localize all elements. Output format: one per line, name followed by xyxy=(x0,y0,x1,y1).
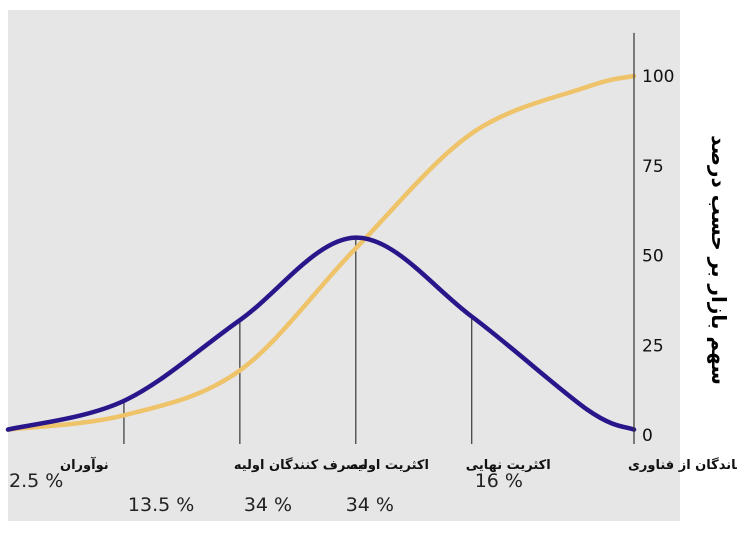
category-label-4: اکثریت نهایی xyxy=(466,458,551,473)
category-label-1: نوآوران xyxy=(60,456,109,473)
y-tick-label-25: 25 xyxy=(642,336,664,356)
category-label-2: مصرف کنندگان اولیه xyxy=(234,457,367,473)
cumulative-adoption-curve xyxy=(5,73,637,432)
category-percent-2: 13.5 % xyxy=(128,494,194,516)
category-percent-1: 2.5 % xyxy=(9,470,63,492)
y-axis-ticks: 0 25 50 75 100 xyxy=(642,67,674,446)
category-label-3: اکثریت اولیه xyxy=(350,458,429,473)
y-tick-label-75: 75 xyxy=(642,157,664,177)
y-tick-label-50: 50 xyxy=(642,247,664,267)
category-percent-5: 16 % xyxy=(475,470,523,492)
category-label-5: عقب ماندگان از فناوری xyxy=(628,457,737,473)
category-percent-4: 34 % xyxy=(346,494,394,516)
y-tick-label-0: 0 xyxy=(642,426,653,446)
category-percent-3: 34 % xyxy=(244,494,292,516)
adoption-bell-curve xyxy=(5,235,637,432)
segment-dividers xyxy=(123,237,473,444)
plot-background xyxy=(8,10,680,521)
y-axis-title: سهم بازار بر حسب درصد xyxy=(707,135,731,385)
y-tick-label-100: 100 xyxy=(642,67,674,87)
